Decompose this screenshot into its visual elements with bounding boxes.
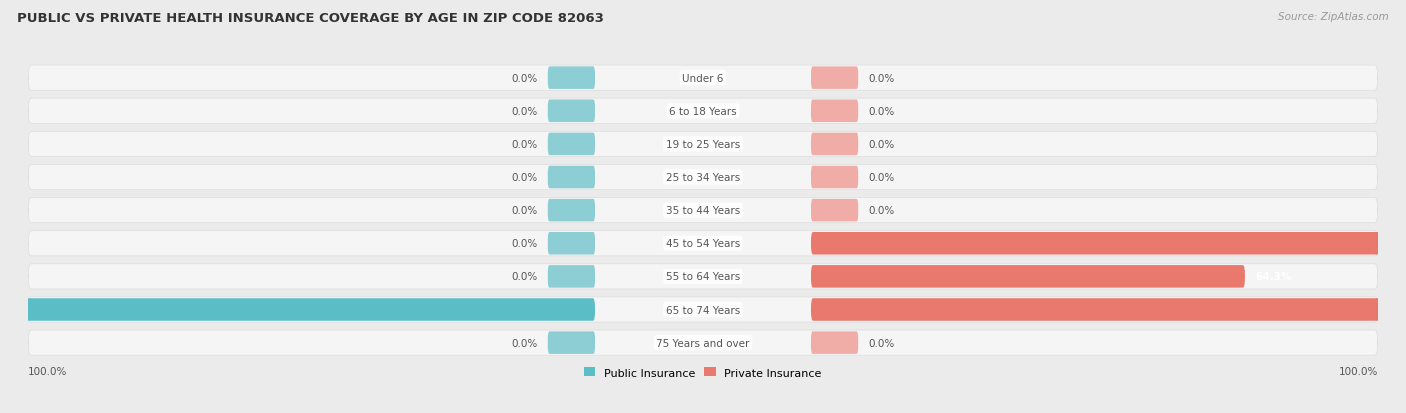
FancyBboxPatch shape <box>28 330 1378 355</box>
Text: 6 to 18 Years: 6 to 18 Years <box>669 107 737 116</box>
Text: 0.0%: 0.0% <box>512 338 537 348</box>
Text: 0.0%: 0.0% <box>869 206 894 216</box>
Text: 64.3%: 64.3% <box>1256 272 1292 282</box>
Text: Under 6: Under 6 <box>682 74 724 83</box>
Text: 0.0%: 0.0% <box>512 272 537 282</box>
Legend: Public Insurance, Private Insurance: Public Insurance, Private Insurance <box>583 368 823 378</box>
FancyBboxPatch shape <box>811 332 858 354</box>
Text: 100.0%: 100.0% <box>28 367 67 377</box>
FancyBboxPatch shape <box>28 297 1378 322</box>
FancyBboxPatch shape <box>28 231 1378 256</box>
FancyBboxPatch shape <box>548 199 595 222</box>
FancyBboxPatch shape <box>28 165 1378 190</box>
FancyBboxPatch shape <box>28 66 1378 91</box>
FancyBboxPatch shape <box>548 133 595 156</box>
Text: 25 to 34 Years: 25 to 34 Years <box>666 173 740 183</box>
Text: 100.0%: 100.0% <box>1339 367 1378 377</box>
Text: 0.0%: 0.0% <box>869 107 894 116</box>
FancyBboxPatch shape <box>548 332 595 354</box>
FancyBboxPatch shape <box>28 264 1378 289</box>
FancyBboxPatch shape <box>28 198 1378 223</box>
FancyBboxPatch shape <box>811 133 858 156</box>
Text: 0.0%: 0.0% <box>869 173 894 183</box>
FancyBboxPatch shape <box>548 166 595 189</box>
FancyBboxPatch shape <box>28 132 1378 157</box>
FancyBboxPatch shape <box>0 299 595 321</box>
FancyBboxPatch shape <box>811 166 858 189</box>
FancyBboxPatch shape <box>28 99 1378 124</box>
Text: 35 to 44 Years: 35 to 44 Years <box>666 206 740 216</box>
FancyBboxPatch shape <box>811 233 1406 255</box>
FancyBboxPatch shape <box>548 100 595 123</box>
Text: 65 to 74 Years: 65 to 74 Years <box>666 305 740 315</box>
FancyBboxPatch shape <box>811 266 1244 288</box>
Text: 0.0%: 0.0% <box>869 140 894 150</box>
FancyBboxPatch shape <box>811 299 1406 321</box>
Text: 45 to 54 Years: 45 to 54 Years <box>666 239 740 249</box>
Text: PUBLIC VS PRIVATE HEALTH INSURANCE COVERAGE BY AGE IN ZIP CODE 82063: PUBLIC VS PRIVATE HEALTH INSURANCE COVER… <box>17 12 603 25</box>
Text: 0.0%: 0.0% <box>869 74 894 83</box>
FancyBboxPatch shape <box>811 67 858 90</box>
FancyBboxPatch shape <box>811 199 858 222</box>
Text: 0.0%: 0.0% <box>512 239 537 249</box>
FancyBboxPatch shape <box>548 233 595 255</box>
Text: 0.0%: 0.0% <box>512 74 537 83</box>
Text: 55 to 64 Years: 55 to 64 Years <box>666 272 740 282</box>
Text: 0.0%: 0.0% <box>869 338 894 348</box>
FancyBboxPatch shape <box>548 266 595 288</box>
FancyBboxPatch shape <box>811 100 858 123</box>
Text: 0.0%: 0.0% <box>512 206 537 216</box>
Text: 0.0%: 0.0% <box>512 173 537 183</box>
Text: 19 to 25 Years: 19 to 25 Years <box>666 140 740 150</box>
FancyBboxPatch shape <box>548 67 595 90</box>
Text: Source: ZipAtlas.com: Source: ZipAtlas.com <box>1278 12 1389 22</box>
Text: 0.0%: 0.0% <box>512 140 537 150</box>
Text: 75 Years and over: 75 Years and over <box>657 338 749 348</box>
Text: 0.0%: 0.0% <box>512 107 537 116</box>
